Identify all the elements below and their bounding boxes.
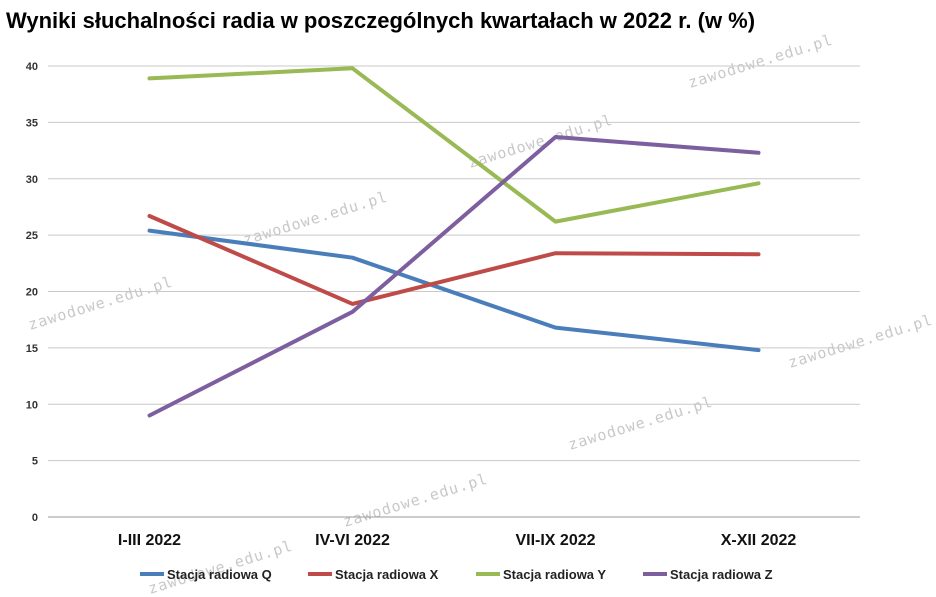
y-tick-label: 25 [26,230,38,242]
chart-title: Wyniki słuchalności radia w poszczególny… [6,8,756,33]
y-tick-label: 30 [26,174,38,186]
x-tick-label: X-XII 2022 [721,532,797,549]
y-tick-label: 0 [32,512,38,524]
x-axis-ticks: I-III 2022 IV-VI 2022 VII-IX 2022 X-XII 202… [118,532,796,549]
watermark-text: zawodowe.edu.pl [26,273,175,334]
y-tick-label: 40 [26,61,38,73]
x-tick-label: VII-IX 2022 [515,532,595,549]
y-tick-label: 10 [26,399,38,411]
watermark-text: zawodowe.edu.pl [786,311,935,372]
y-tick-label: 35 [26,117,38,129]
series-lines [147,66,761,418]
y-tick-label: 20 [26,287,38,299]
watermark-text: zawodowe.edu.pl [241,188,390,249]
y-axis-ticks: 0 5 10 15 20 25 30 35 40 [26,61,38,524]
legend: Stacja radiowa Q Stacja radiowa X Stacja r… [140,567,773,582]
watermark-text: zawodowe.edu.pl [686,31,835,92]
legend-label: Stacja radiowa X [335,567,439,582]
x-tick-label: I-III 2022 [118,532,181,549]
series-line-2 [147,66,761,224]
y-tick-label: 15 [26,343,38,355]
legend-label: Stacja radiowa Z [670,567,773,582]
legend-label: Stacja radiowa Y [503,567,606,582]
watermark-layer: zawodowe.edu.pl zawodowe.edu.pl zawodowe.e… [26,31,935,597]
series-line-1 [147,214,761,306]
series-line-0 [147,228,761,353]
series-line-3 [147,135,761,418]
watermark-text: zawodowe.edu.pl [341,470,490,531]
legend-label: Stacja radiowa Q [167,567,272,582]
y-tick-label: 5 [32,456,38,468]
x-tick-label: IV-VI 2022 [315,532,390,549]
watermark-text: zawodowe.edu.pl [566,393,715,454]
